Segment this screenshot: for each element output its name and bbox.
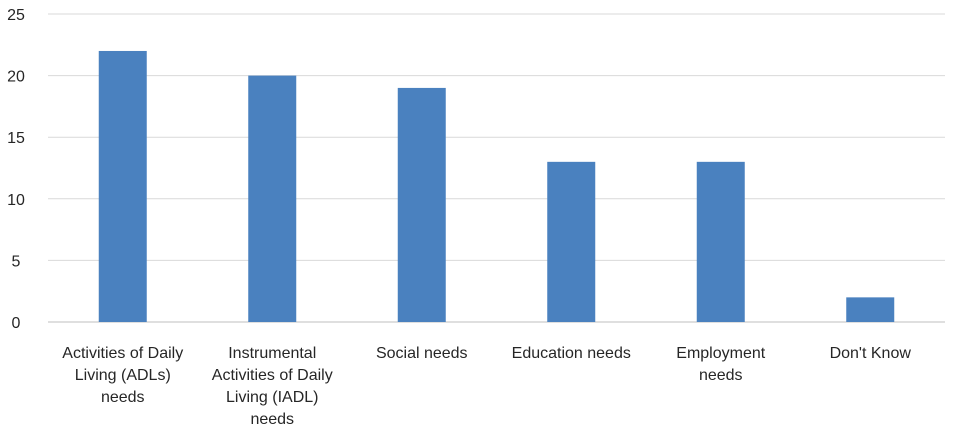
y-tick-label: 0 bbox=[12, 315, 21, 332]
y-axis-ticks: 0 5 10 15 20 25 bbox=[7, 7, 25, 332]
bar bbox=[696, 161, 745, 322]
bar bbox=[397, 87, 446, 322]
x-tick-label: Employment needs bbox=[676, 345, 765, 384]
bar bbox=[248, 75, 297, 322]
bar bbox=[846, 297, 895, 322]
y-tick-label: 25 bbox=[7, 7, 25, 24]
bar bbox=[98, 50, 147, 323]
y-tick-label: 5 bbox=[12, 253, 21, 270]
x-tick-label: Social needs bbox=[376, 345, 468, 362]
y-tick-label: 10 bbox=[7, 192, 25, 209]
x-tick-label: Instrumental Activities of Daily Living (I… bbox=[212, 345, 333, 428]
bar bbox=[547, 161, 596, 322]
x-tick-label: Education needs bbox=[512, 345, 631, 362]
x-tick-label: Don't Know bbox=[830, 345, 912, 362]
y-tick-label: 15 bbox=[7, 130, 25, 147]
x-axis-ticks: Activities of Daily Living (ADLs) needs Ins… bbox=[62, 345, 911, 428]
y-tick-label: 20 bbox=[7, 69, 25, 86]
x-tick-label: Activities of Daily Living (ADLs) needs bbox=[62, 345, 183, 406]
bars bbox=[98, 50, 895, 323]
gridlines bbox=[48, 13, 945, 323]
